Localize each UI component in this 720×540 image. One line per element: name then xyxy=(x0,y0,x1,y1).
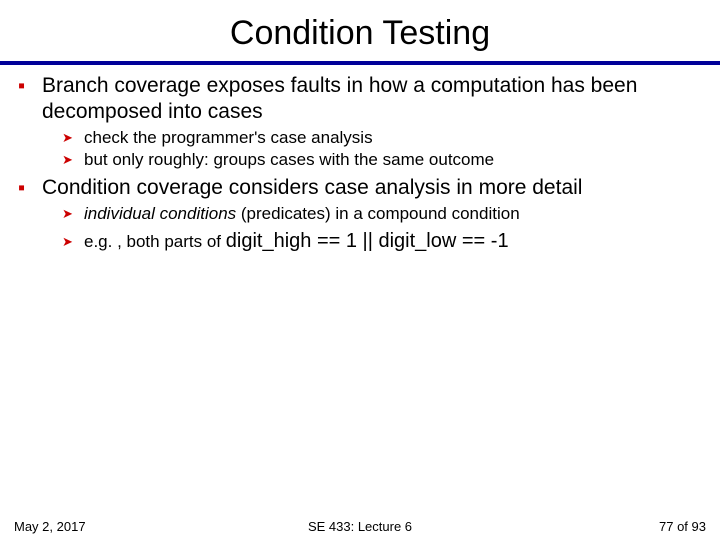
bullet-item: ▪ Branch coverage exposes faults in how … xyxy=(18,73,702,125)
sub-bullet-text: individual conditions (predicates) in a … xyxy=(84,203,520,224)
chevron-bullet-icon: ➤ xyxy=(62,203,84,224)
plain-text: e.g. , both parts of xyxy=(84,232,226,251)
chevron-bullet-icon: ➤ xyxy=(62,231,84,252)
slide: Condition Testing ▪ Branch coverage expo… xyxy=(0,0,720,540)
slide-title: Condition Testing xyxy=(0,0,720,61)
chevron-bullet-icon: ➤ xyxy=(62,149,84,170)
bullet-item: ▪ Condition coverage considers case anal… xyxy=(18,175,702,201)
sub-bullet-text: check the programmer's case analysis xyxy=(84,127,373,148)
bullet-text: Branch coverage exposes faults in how a … xyxy=(42,73,702,125)
plain-text: (predicates) in a compound condition xyxy=(236,204,520,223)
sub-bullet-text: but only roughly: groups cases with the … xyxy=(84,149,494,170)
slide-footer: May 2, 2017 SE 433: Lecture 6 77 of 93 xyxy=(0,519,720,534)
chevron-bullet-icon: ➤ xyxy=(62,127,84,148)
italic-text: individual conditions xyxy=(84,204,236,223)
sub-bullet-text: e.g. , both parts of digit_high == 1 || … xyxy=(84,231,509,252)
sub-bullet-item: ➤ individual conditions (predicates) in … xyxy=(62,203,702,224)
slide-content: ▪ Branch coverage exposes faults in how … xyxy=(0,65,720,252)
square-bullet-icon: ▪ xyxy=(18,175,42,201)
sub-bullet-item: ➤ check the programmer's case analysis xyxy=(62,127,702,148)
code-text: digit_high == 1 || digit_low == -1 xyxy=(226,230,509,252)
footer-page: 77 of 93 xyxy=(659,519,706,534)
sub-bullet-item: ➤ but only roughly: groups cases with th… xyxy=(62,149,702,170)
sub-bullet-item: ➤ e.g. , both parts of digit_high == 1 |… xyxy=(62,231,702,252)
footer-course: SE 433: Lecture 6 xyxy=(308,519,412,534)
square-bullet-icon: ▪ xyxy=(18,73,42,99)
footer-date: May 2, 2017 xyxy=(14,519,86,534)
bullet-text: Condition coverage considers case analys… xyxy=(42,175,582,201)
